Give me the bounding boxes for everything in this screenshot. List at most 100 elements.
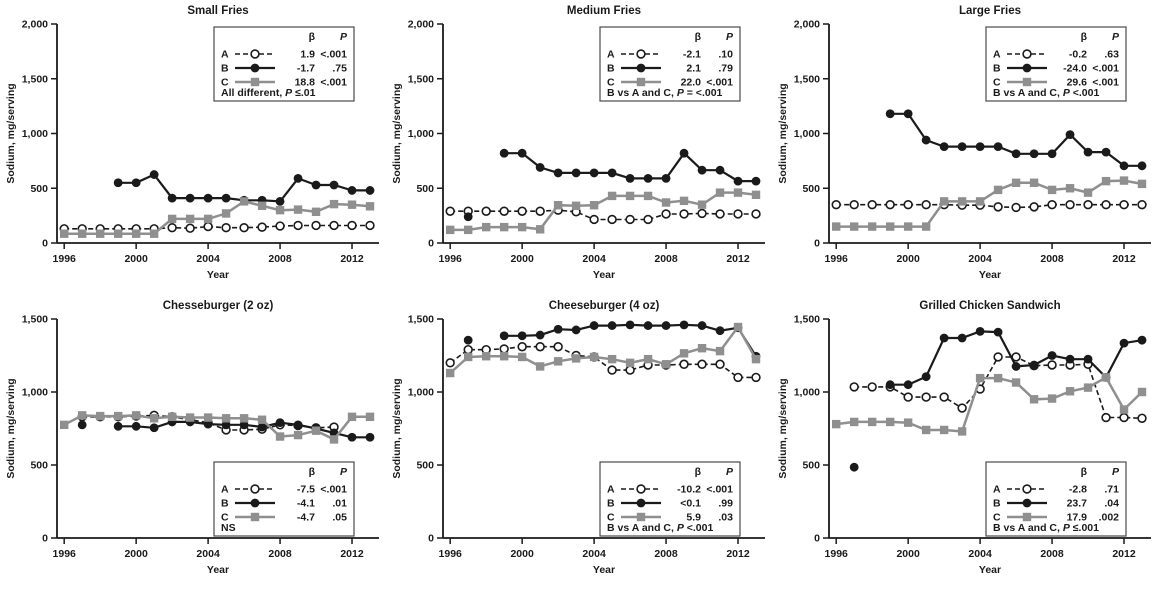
svg-text:1996: 1996: [439, 548, 463, 560]
svg-text:2000: 2000: [124, 548, 148, 560]
svg-text:0: 0: [42, 238, 48, 250]
legend-series-label: C: [993, 512, 1001, 524]
legend-beta-value: -2.8: [1069, 484, 1087, 496]
legend-p-header: P: [1112, 466, 1120, 478]
panel-background: [0, 295, 386, 590]
svg-text:1,000: 1,000: [408, 387, 434, 399]
y-axis-label: Sodium, mg/serving: [777, 83, 789, 183]
svg-text:500: 500: [802, 183, 820, 195]
x-axis-label: Year: [593, 269, 615, 281]
panel-cheeseburger-2oz: Chesseburger (2 oz) 0 500 1,000 1,500 1996 200…: [0, 295, 386, 590]
legend-beta-value: -0.2: [1069, 49, 1087, 61]
svg-text:2,000: 2,000: [408, 19, 434, 31]
series-b: [113, 170, 375, 206]
svg-text:2004: 2004: [968, 548, 992, 560]
legend-p-value: <.001: [320, 484, 347, 496]
svg-text:2000: 2000: [510, 253, 534, 265]
axes: [442, 319, 765, 539]
svg-text:500: 500: [416, 183, 434, 195]
legend-p-value: .71: [1104, 484, 1119, 496]
legend-series-label: C: [221, 512, 229, 524]
svg-text:0: 0: [814, 238, 820, 250]
svg-text:2008: 2008: [268, 548, 292, 560]
series-c-markers: [445, 322, 761, 378]
svg-text:1,500: 1,500: [22, 314, 48, 326]
legend-series-label: A: [607, 484, 615, 496]
legend: β P A 1.9 <.001 B -1.7 .75 C 18.8 <.001 All differe…: [213, 26, 355, 102]
y-tick-labels: 0 500 1,000 1,500: [22, 314, 57, 545]
svg-text:2012: 2012: [726, 548, 750, 560]
y-axis-label: Sodium, mg/serving: [391, 378, 403, 478]
series-a-markers: [445, 342, 761, 383]
svg-text:2012: 2012: [340, 253, 364, 265]
svg-text:1,000: 1,000: [408, 128, 434, 140]
legend-series-label: A: [221, 49, 229, 61]
legend-p-value: <.001: [706, 77, 733, 89]
legend-beta-value: 2.1: [686, 63, 701, 75]
legend-beta-value: 1.9: [300, 49, 315, 61]
chart-title: Small Fries: [187, 5, 248, 17]
legend-beta-value: <0.1: [680, 498, 701, 510]
legend-p-value: .10: [718, 49, 733, 61]
series-c-markers: [59, 411, 375, 444]
legend-beta-header: β: [1081, 466, 1088, 478]
svg-text:2000: 2000: [124, 253, 148, 265]
series-a-markers: [445, 205, 761, 225]
series-a: [445, 205, 761, 225]
legend-beta-value: 29.6: [1067, 77, 1088, 89]
series-c: [831, 373, 1147, 436]
legend-beta-value: -1.7: [297, 63, 315, 75]
panel-grilled-chicken-sandwich: Grilled Chicken Sandwich 0 500 1,000 1,500 19…: [772, 295, 1158, 590]
legend-beta-value: 22.0: [681, 77, 702, 89]
svg-text:2000: 2000: [896, 548, 920, 560]
svg-text:2008: 2008: [1040, 253, 1064, 265]
series-b: [885, 109, 1147, 171]
x-tick-labels: 1996 2000 2004 2008 2012: [53, 538, 364, 560]
svg-text:1996: 1996: [53, 548, 77, 560]
svg-text:500: 500: [416, 460, 434, 472]
series-c: [445, 322, 761, 378]
series-a: [59, 220, 375, 234]
x-tick-labels: 1996 2000 2004 2008 2012: [439, 243, 750, 265]
legend-p-value: .002: [1099, 512, 1120, 524]
legend-beta-value: 18.8: [295, 77, 316, 89]
series-b-markers: [885, 109, 1147, 171]
svg-text:0: 0: [428, 533, 434, 545]
svg-text:2004: 2004: [196, 253, 220, 265]
svg-text:500: 500: [30, 183, 48, 195]
svg-text:2,000: 2,000: [22, 19, 48, 31]
svg-text:1,500: 1,500: [794, 314, 820, 326]
chart-panel: Chesseburger (2 oz) 0 500 1,000 1,500 1996 200…: [0, 295, 386, 590]
svg-text:1996: 1996: [53, 253, 77, 265]
legend-p-value: .75: [332, 63, 347, 75]
legend-series-label: B: [221, 63, 229, 75]
legend-p-value: <.001: [1092, 63, 1119, 75]
legend-series-label: C: [993, 77, 1001, 89]
svg-text:500: 500: [802, 460, 820, 472]
series-c: [59, 197, 375, 238]
svg-text:0: 0: [42, 533, 48, 545]
chart-panel: Small Fries 0 500 1,000 1,500 2,000 1996 2000 20…: [0, 0, 386, 295]
svg-text:1996: 1996: [825, 253, 849, 265]
svg-text:500: 500: [30, 460, 48, 472]
legend-p-value: <.001: [1092, 77, 1119, 89]
legend-series-label: A: [993, 484, 1001, 496]
svg-text:2004: 2004: [196, 548, 220, 560]
series-b: [849, 327, 1147, 472]
svg-text:2004: 2004: [968, 253, 992, 265]
legend-note: NS: [221, 522, 236, 534]
x-tick-labels: 1996 2000 2004 2008 2012: [53, 243, 364, 265]
legend-p-header: P: [340, 466, 348, 478]
x-axis-label: Year: [207, 269, 229, 281]
axes: [56, 319, 379, 539]
series-a: [849, 352, 1147, 423]
x-axis-label: Year: [593, 564, 615, 576]
series-b-markers: [463, 148, 761, 222]
legend-beta-value: 23.7: [1067, 498, 1088, 510]
legend-beta-value: -7.5: [297, 484, 315, 496]
svg-text:2012: 2012: [1112, 548, 1136, 560]
series-a: [445, 342, 761, 383]
legend-series-label: B: [607, 63, 615, 75]
